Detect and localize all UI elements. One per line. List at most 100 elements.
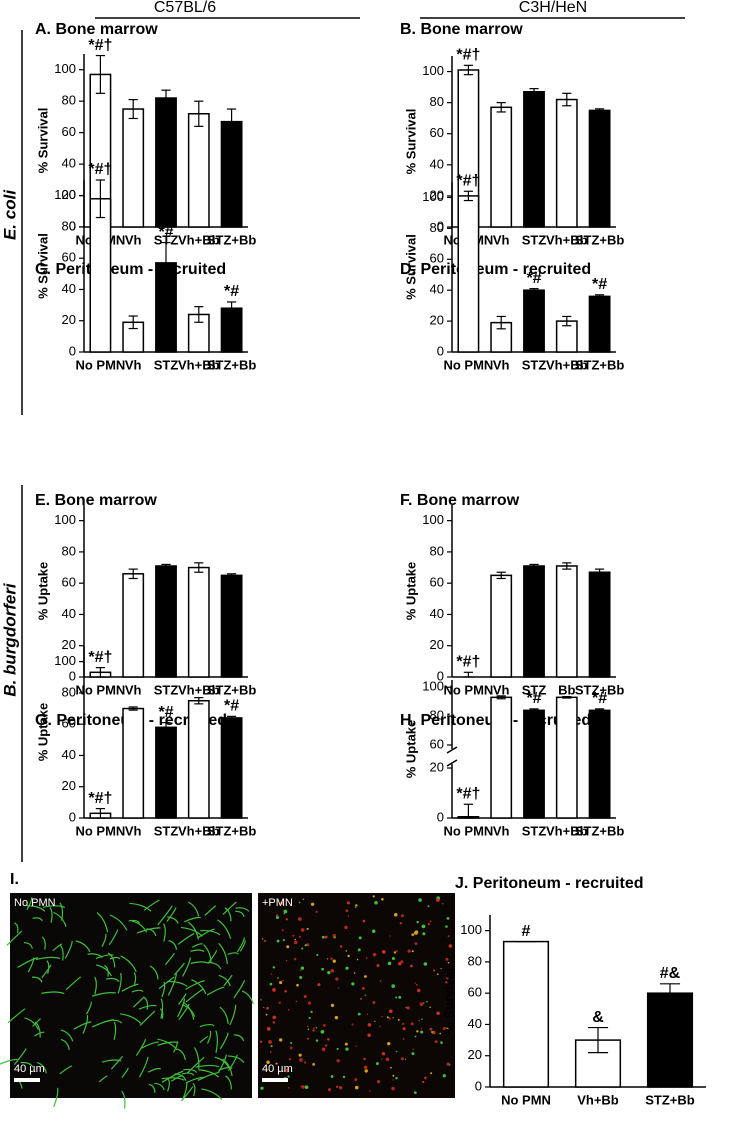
texture — [419, 1002, 424, 1007]
texture — [320, 1029, 325, 1034]
texture — [17, 957, 39, 968]
texture — [423, 1002, 425, 1004]
panel-title: J. Peritoneum - recruited — [455, 875, 644, 892]
texture — [279, 1038, 283, 1042]
texture — [442, 1074, 446, 1078]
texture — [132, 996, 145, 1008]
texture — [219, 1032, 229, 1050]
texture — [241, 990, 254, 1005]
y-axis-label: % Uptake — [35, 703, 50, 762]
texture — [259, 1040, 263, 1043]
texture — [285, 918, 288, 921]
texture — [281, 929, 284, 932]
panel-title: E. Bone marrow — [35, 492, 157, 509]
texture — [330, 969, 335, 973]
x-tick-label: Vh — [125, 232, 142, 247]
texture — [14, 922, 19, 933]
panel-title: C. Peritoneum - recruited — [35, 261, 226, 278]
texture — [413, 1091, 417, 1095]
texture — [41, 964, 52, 979]
texture — [324, 935, 328, 939]
texture — [6, 930, 23, 946]
texture — [26, 905, 46, 912]
x-tick-label: STZ+Bb — [645, 1092, 695, 1107]
texture — [193, 1047, 200, 1070]
x-tick-label: No PMN — [75, 357, 125, 372]
texture — [7, 1008, 26, 1024]
texture — [381, 1015, 383, 1018]
texture — [157, 1038, 178, 1051]
texture — [201, 1088, 223, 1100]
texture — [176, 1048, 186, 1061]
y-tick-label: 80 — [430, 94, 444, 109]
y-tick-label: 0 — [437, 668, 444, 683]
error-bar — [496, 102, 506, 113]
texture — [388, 1017, 391, 1020]
x-tick-label: Vh — [125, 823, 142, 838]
error-bar — [529, 288, 539, 293]
texture — [306, 943, 310, 947]
texture — [351, 982, 355, 986]
bar — [220, 717, 243, 819]
y-axis-label: % Uptake — [403, 562, 418, 621]
error-bar — [587, 1026, 609, 1054]
texture — [369, 1090, 371, 1092]
texture — [439, 1032, 442, 1035]
texture — [374, 1020, 376, 1023]
texture — [351, 1023, 354, 1026]
bar — [555, 98, 578, 228]
texture — [288, 1058, 292, 1061]
texture — [418, 1019, 421, 1022]
y-tick-label: 0 — [437, 809, 444, 824]
y-axis-label: % Survival — [35, 233, 50, 299]
texture — [207, 950, 218, 965]
texture — [177, 998, 186, 1018]
texture — [332, 933, 336, 938]
axis-break — [446, 759, 458, 767]
texture — [401, 914, 404, 918]
texture — [129, 902, 152, 912]
texture — [304, 1085, 309, 1089]
texture — [385, 1057, 390, 1062]
texture — [292, 934, 295, 937]
texture — [374, 901, 378, 905]
row-label: E. coli — [0, 189, 19, 240]
error-bar — [595, 708, 605, 713]
texture — [371, 929, 376, 933]
texture — [173, 962, 185, 976]
y-tick-label: 60 — [430, 575, 444, 590]
error-bar — [95, 179, 105, 219]
texture — [222, 901, 237, 915]
texture — [417, 988, 421, 993]
texture — [262, 938, 264, 940]
texture — [263, 939, 267, 943]
texture — [416, 920, 419, 924]
texture — [287, 1075, 290, 1078]
error-bar — [161, 722, 171, 733]
texture — [131, 920, 148, 933]
texture — [307, 1001, 312, 1005]
texture — [20, 1061, 34, 1068]
bar — [490, 574, 513, 678]
texture — [24, 1017, 39, 1030]
texture — [133, 972, 137, 987]
texture — [313, 1027, 315, 1030]
texture — [293, 957, 297, 961]
error-bar — [227, 301, 237, 316]
texture — [218, 942, 228, 965]
y-tick-label: 80 — [62, 218, 76, 233]
texture — [446, 976, 449, 980]
texture — [416, 984, 418, 986]
texture — [360, 997, 362, 1000]
texture — [327, 1038, 330, 1041]
texture — [446, 1027, 449, 1030]
texture — [418, 898, 422, 902]
texture — [120, 955, 137, 973]
texture — [138, 1004, 157, 1010]
bar — [646, 992, 694, 1088]
texture — [355, 904, 358, 907]
texture — [307, 1028, 310, 1031]
y-axis-label: % Survival — [403, 109, 418, 175]
texture — [298, 901, 301, 904]
texture — [113, 1021, 117, 1040]
